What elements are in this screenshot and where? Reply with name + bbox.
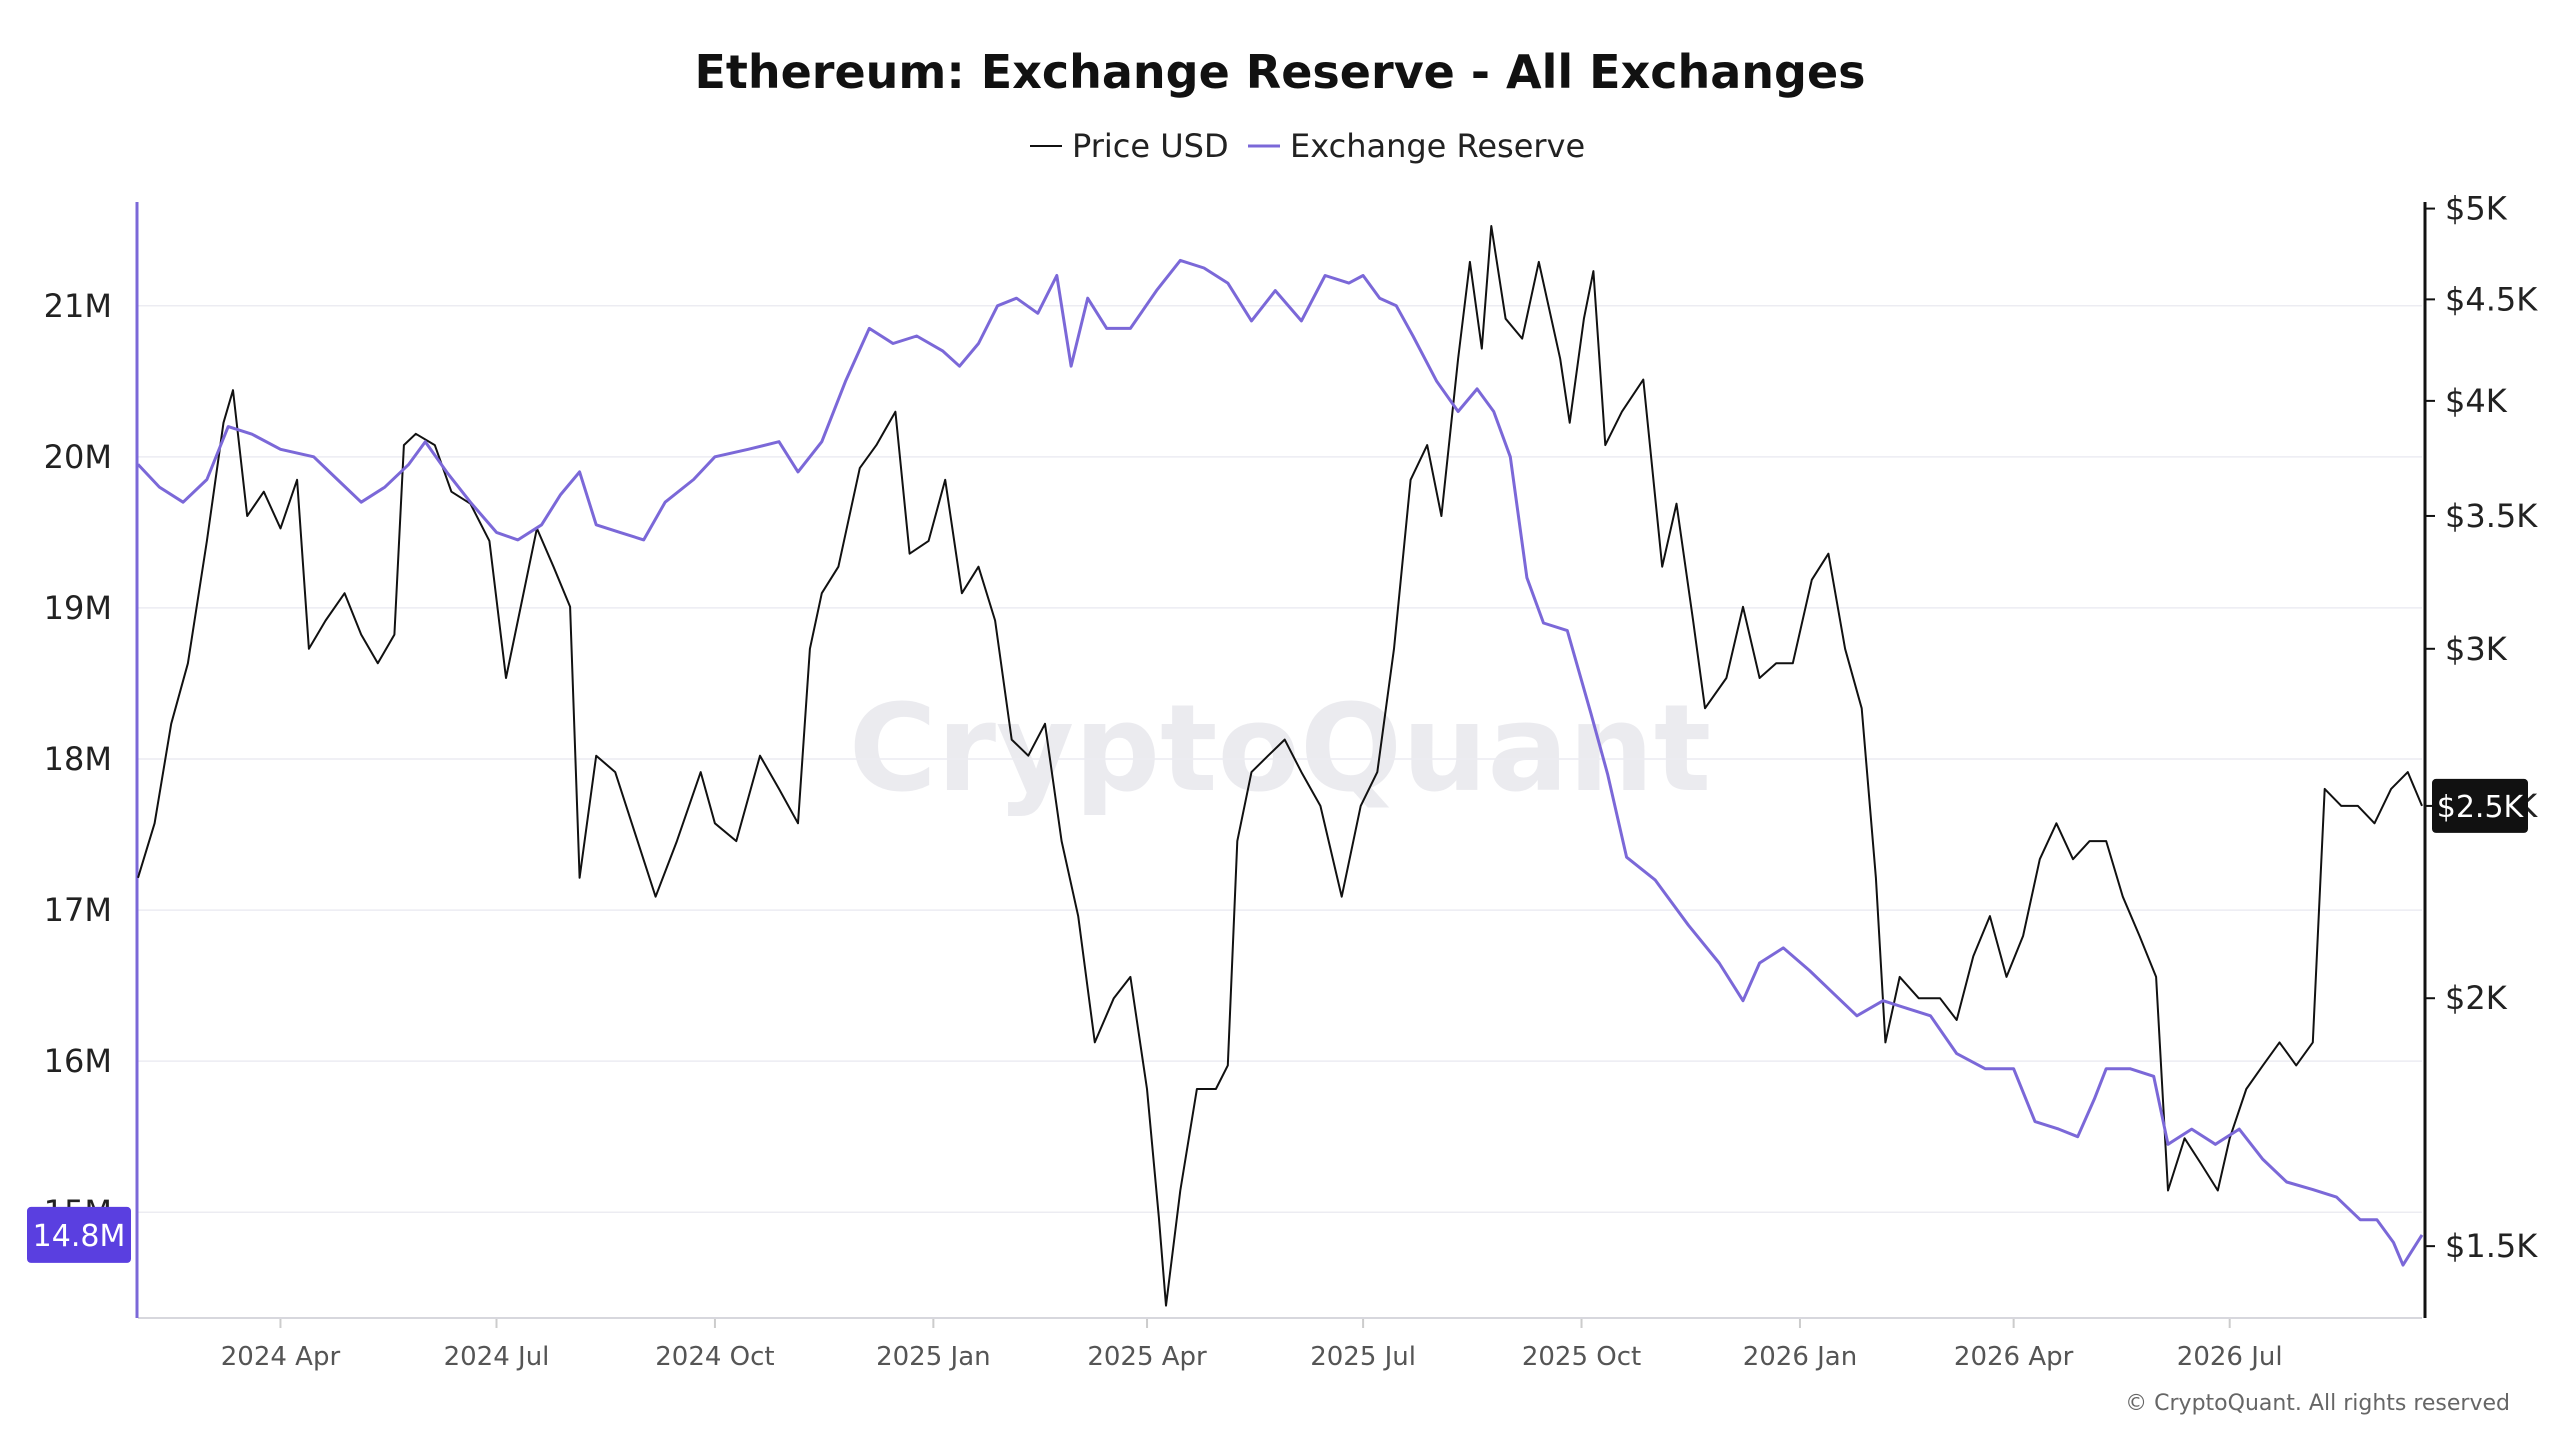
x-tick-label: 2024 Jul (444, 1342, 550, 1372)
grid (138, 305, 2422, 1213)
y-right-tick-label: $3.5K (2445, 497, 2538, 535)
axes (135, 202, 2435, 1328)
x-tick-label: 2026 Jan (1743, 1342, 1858, 1372)
watermark: CryptoQuant (849, 680, 1711, 819)
legend-label-price[interactable]: Price USD (1072, 127, 1229, 165)
y-left-tick-label: 21M (44, 287, 112, 325)
legend[interactable]: Price USD Exchange Reserve (1030, 127, 1585, 165)
y-right-tick-label: $2K (2445, 979, 2508, 1017)
x-tick-label: 2025 Apr (1087, 1342, 1207, 1372)
y-right-tick-label: $1.5K (2445, 1227, 2538, 1265)
y-left-tick-label: 17M (44, 891, 112, 929)
current-value-badges: 14.8M $2.5K (27, 778, 2528, 1263)
left-current-value-badge (27, 1206, 131, 1263)
y-left-tick-label: 18M (44, 740, 112, 778)
y-left-tick-label: 19M (44, 589, 112, 627)
x-tick-label: 2026 Jul (2177, 1342, 2283, 1372)
left-current-value-label: 14.8M (33, 1219, 126, 1254)
x-tick-label: 2024 Apr (221, 1342, 341, 1372)
y-right-tick-label: $3K (2445, 630, 2508, 668)
x-tick-label: 2025 Oct (1522, 1342, 1641, 1372)
y-left-tick-label: 16M (44, 1042, 112, 1080)
y-left-tick-label: 20M (44, 438, 112, 476)
x-tick-label: 2024 Oct (655, 1342, 774, 1372)
right-current-value-label: $2.5K (2437, 790, 2525, 825)
y-right-tick-label: $4.5K (2445, 280, 2538, 318)
x-tick-label: 2025 Jul (1310, 1342, 1416, 1372)
copyright-notice: © CryptoQuant. All rights reserved (2125, 1391, 2510, 1416)
y-right-tick-label: $5K (2445, 190, 2508, 228)
x-tick-label: 2026 Apr (1954, 1342, 2074, 1372)
series-line-price-usd[interactable] (137, 225, 2423, 1307)
series (136, 225, 2424, 1307)
series-line-exchange-reserve[interactable] (136, 258, 2424, 1267)
y-right-tick-label: $4K (2445, 382, 2508, 420)
right-current-value-badge (2432, 778, 2528, 833)
legend-label-reserve[interactable]: Exchange Reserve (1290, 127, 1585, 165)
x-tick-label: 2025 Jan (876, 1342, 991, 1372)
chart-title: Ethereum: Exchange Reserve - All Exchang… (694, 45, 1865, 99)
